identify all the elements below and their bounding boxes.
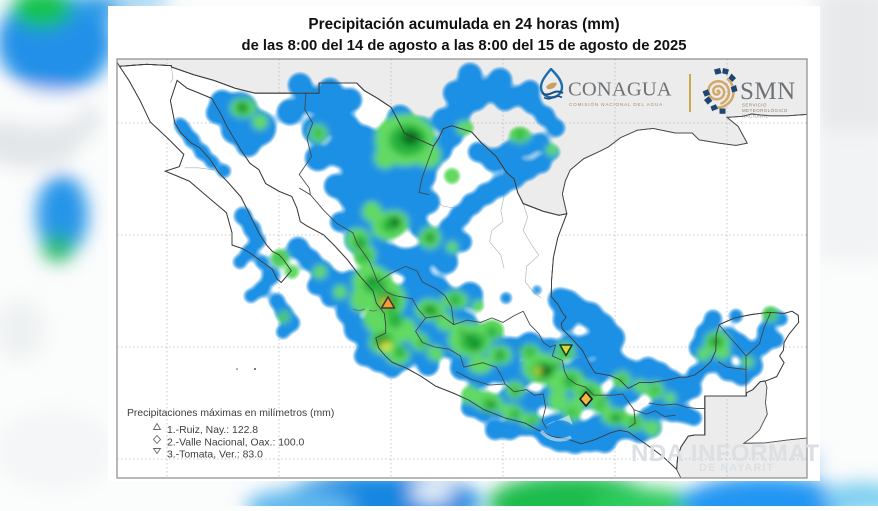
svg-text:DE NAYARIT: DE NAYARIT	[699, 462, 774, 474]
svg-text:3.-Tomata, Ver.: 83.0: 3.-Tomata, Ver.: 83.0	[167, 450, 263, 461]
svg-text:NDA INFORMAT: NDA INFORMAT	[631, 440, 820, 467]
svg-text:METEOROLÓGICO: METEOROLÓGICO	[742, 108, 788, 113]
svg-text:COMISIÓN NACIONAL DEL AGUA: COMISIÓN NACIONAL DEL AGUA	[569, 101, 663, 107]
svg-text:SMN: SMN	[740, 78, 796, 105]
svg-text:CONAGUA: CONAGUA	[568, 79, 672, 101]
svg-text:1.-Ruiz, Nay.: 122.8: 1.-Ruiz, Nay.: 122.8	[167, 425, 258, 436]
svg-text:2.-Valle Nacional, Oax.: 100.0: 2.-Valle Nacional, Oax.: 100.0	[167, 438, 304, 449]
svg-text:Precipitaciones máximas en mil: Precipitaciones máximas en milímetros (m…	[127, 408, 334, 419]
svg-text:NACIONAL: NACIONAL	[742, 114, 769, 119]
svg-text:SERVICIO: SERVICIO	[742, 103, 767, 108]
